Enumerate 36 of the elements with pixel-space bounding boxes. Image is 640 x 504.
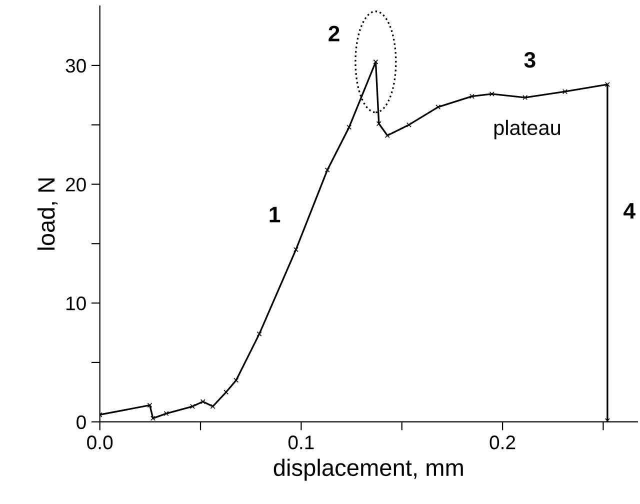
point (562, 89, 568, 94)
annotation: plateau (494, 120, 560, 140)
annotation: 4 (624, 203, 636, 218)
point (489, 91, 494, 96)
point (522, 95, 528, 100)
point (324, 167, 330, 172)
point (604, 82, 610, 87)
point (224, 390, 229, 395)
point (376, 121, 382, 126)
point (200, 399, 206, 404)
point (469, 94, 474, 99)
x-tick-label: 0.2 (490, 436, 516, 450)
point (406, 122, 412, 128)
point (373, 59, 378, 64)
y-tick-label: 0 (76, 415, 86, 430)
annotation: 2 (328, 26, 340, 42)
y-axis-title: load, N (37, 178, 58, 250)
annotation: 1 (270, 206, 280, 222)
point (293, 247, 298, 252)
x-axis-title: displacement, mm (274, 458, 463, 481)
point (150, 416, 156, 421)
y-tick-label: 10 (66, 296, 86, 310)
x-tick-label: 0.0 (87, 436, 113, 450)
point (210, 404, 216, 409)
point (256, 331, 262, 336)
point (346, 124, 352, 130)
point (436, 104, 441, 110)
point (384, 133, 390, 138)
point (147, 402, 152, 408)
point (164, 411, 169, 416)
point (234, 378, 239, 383)
x-tick-label: 0.1 (288, 436, 314, 450)
y-tick-label: 30 (66, 58, 86, 73)
y-tick-label: 20 (66, 178, 86, 192)
point (190, 404, 195, 409)
annotation: 3 (524, 52, 536, 68)
